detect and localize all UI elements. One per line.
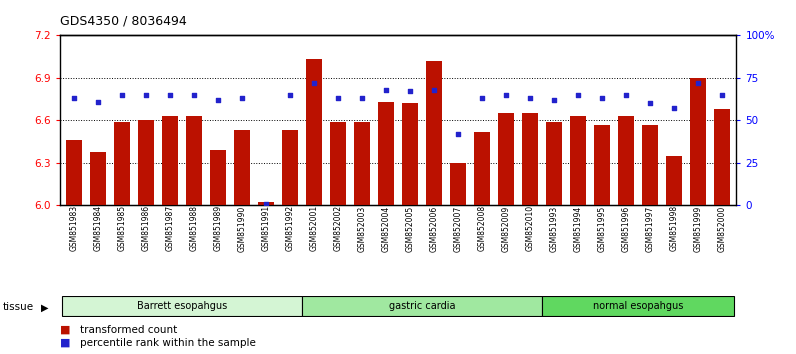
Text: GSM851996: GSM851996 <box>622 205 630 252</box>
Text: GSM851989: GSM851989 <box>213 205 223 251</box>
Point <box>404 88 416 94</box>
Point <box>356 96 369 101</box>
Text: GSM851999: GSM851999 <box>693 205 702 252</box>
Text: gastric cardia: gastric cardia <box>388 301 455 311</box>
Text: GSM851988: GSM851988 <box>189 205 198 251</box>
Point <box>115 92 128 98</box>
Text: transformed count: transformed count <box>80 325 177 335</box>
Bar <box>139 120 154 205</box>
Point <box>692 80 704 86</box>
Text: percentile rank within the sample: percentile rank within the sample <box>80 338 256 348</box>
Bar <box>498 113 513 205</box>
Point <box>619 92 632 98</box>
Text: GSM851991: GSM851991 <box>262 205 271 251</box>
Point <box>380 87 392 93</box>
Bar <box>594 125 610 205</box>
Point <box>643 101 656 106</box>
Point <box>164 92 177 98</box>
Point <box>236 96 248 101</box>
Bar <box>115 122 130 205</box>
Point <box>188 92 201 98</box>
Text: GSM851997: GSM851997 <box>646 205 654 252</box>
Bar <box>354 122 370 205</box>
Point <box>68 96 80 101</box>
Text: GSM851994: GSM851994 <box>573 205 583 252</box>
Text: GSM852004: GSM852004 <box>381 205 391 252</box>
Text: GSM851998: GSM851998 <box>669 205 678 251</box>
Bar <box>62 296 302 316</box>
Bar <box>542 296 734 316</box>
Bar <box>522 113 538 205</box>
Text: GSM852002: GSM852002 <box>334 205 342 251</box>
Bar <box>474 132 490 205</box>
Bar <box>378 102 394 205</box>
Point <box>259 201 272 206</box>
Text: GSM851983: GSM851983 <box>69 205 79 251</box>
Text: Barrett esopahgus: Barrett esopahgus <box>137 301 227 311</box>
Bar <box>714 109 730 205</box>
Text: GSM852005: GSM852005 <box>405 205 415 252</box>
Point <box>212 97 224 103</box>
Point <box>572 92 584 98</box>
Bar <box>234 130 250 205</box>
Point <box>595 96 608 101</box>
Bar <box>302 296 542 316</box>
Text: GSM851995: GSM851995 <box>598 205 607 252</box>
Text: ▶: ▶ <box>41 302 49 312</box>
Text: GSM852008: GSM852008 <box>478 205 486 251</box>
Point <box>524 96 537 101</box>
Point <box>716 92 728 98</box>
Bar <box>690 78 706 205</box>
Bar <box>186 116 202 205</box>
Text: GSM852000: GSM852000 <box>717 205 727 252</box>
Text: GSM851984: GSM851984 <box>94 205 103 251</box>
Bar <box>283 130 298 205</box>
Bar <box>666 156 681 205</box>
Bar <box>330 122 345 205</box>
Bar <box>210 150 226 205</box>
Point <box>308 80 321 86</box>
Text: ■: ■ <box>60 325 70 335</box>
Point <box>332 96 345 101</box>
Text: GSM852009: GSM852009 <box>501 205 510 252</box>
Text: GSM851987: GSM851987 <box>166 205 174 251</box>
Bar <box>451 163 466 205</box>
Bar <box>618 116 634 205</box>
Bar <box>546 122 562 205</box>
Text: GSM852006: GSM852006 <box>430 205 439 252</box>
Point <box>500 92 513 98</box>
Bar <box>642 125 657 205</box>
Bar <box>306 59 322 205</box>
Text: GSM852007: GSM852007 <box>454 205 462 252</box>
Point <box>451 131 464 137</box>
Text: GSM851986: GSM851986 <box>142 205 150 251</box>
Bar <box>402 103 418 205</box>
Text: GSM852001: GSM852001 <box>310 205 318 251</box>
Bar <box>426 61 442 205</box>
Text: GSM851993: GSM851993 <box>549 205 559 252</box>
Bar <box>570 116 586 205</box>
Text: GSM852010: GSM852010 <box>525 205 534 251</box>
Bar <box>90 152 106 205</box>
Point <box>140 92 153 98</box>
Point <box>92 99 104 104</box>
Text: GSM852003: GSM852003 <box>357 205 366 252</box>
Bar <box>66 140 82 205</box>
Text: GSM851992: GSM851992 <box>286 205 295 251</box>
Point <box>548 97 560 103</box>
Text: ■: ■ <box>60 338 70 348</box>
Text: GDS4350 / 8036494: GDS4350 / 8036494 <box>60 14 186 27</box>
Bar <box>162 116 178 205</box>
Text: tissue: tissue <box>2 302 33 312</box>
Bar <box>258 202 274 205</box>
Point <box>668 105 681 111</box>
Point <box>283 92 296 98</box>
Point <box>427 87 440 93</box>
Text: normal esopahgus: normal esopahgus <box>593 301 683 311</box>
Text: GSM851985: GSM851985 <box>118 205 127 251</box>
Text: GSM851990: GSM851990 <box>237 205 247 252</box>
Point <box>475 96 488 101</box>
